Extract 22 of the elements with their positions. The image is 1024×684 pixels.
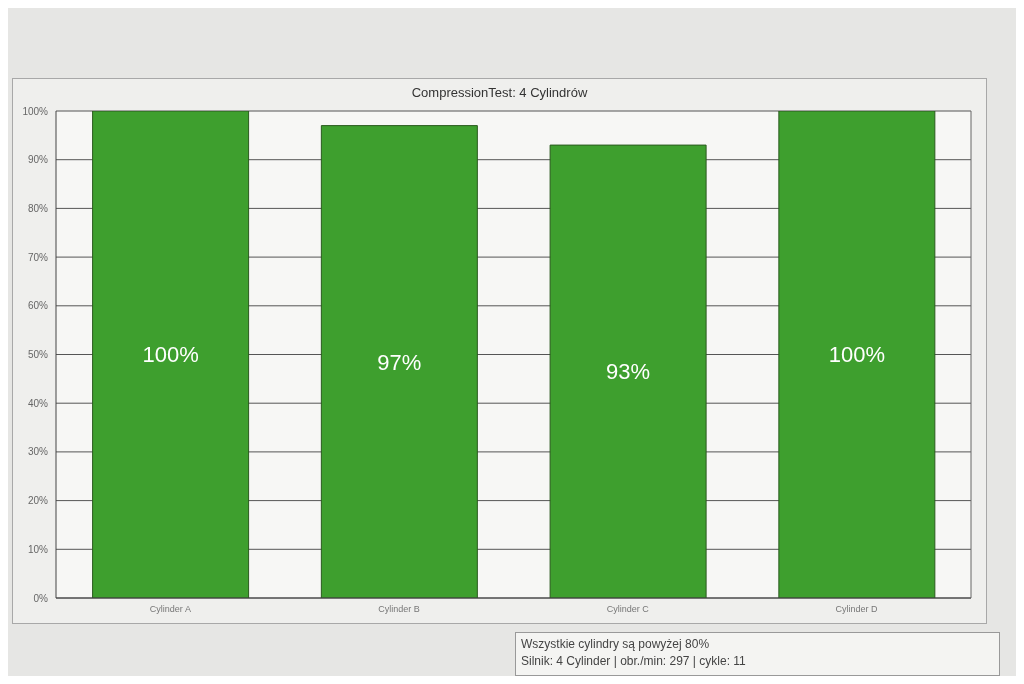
data-label: 97% — [377, 349, 422, 375]
y-tick-label: 10% — [27, 543, 49, 555]
y-tick-label: 0% — [33, 592, 49, 604]
y-tick-label: 20% — [27, 495, 49, 507]
data-label: 100% — [142, 342, 199, 368]
text: Silnik: 4 Cylinder | obr./min: 297 | cykle: 11 — [521, 653, 747, 670]
y-tick-label: 30% — [27, 446, 49, 458]
x-tick-label: Cylinder B — [378, 604, 420, 615]
data-label: 93% — [606, 359, 651, 385]
x-tick-label: Cylinder A — [149, 604, 191, 615]
y-tick-label: 60% — [27, 300, 49, 312]
y-tick-label: 80% — [27, 202, 49, 214]
x-tick-label: Cylinder C — [606, 604, 650, 615]
data-label: 100% — [828, 342, 885, 368]
text: Wszystkie cylindry są powyżej 80% — [521, 636, 711, 653]
chart-title: CompressionTest: 4 Cylindrów — [410, 85, 589, 100]
y-tick-label: 100% — [22, 105, 49, 117]
y-tick-label: 70% — [27, 251, 49, 263]
y-tick-label: 50% — [27, 349, 49, 361]
y-tick-label: 90% — [27, 154, 49, 166]
x-tick-label: Cylinder D — [835, 604, 879, 615]
y-tick-label: 40% — [27, 397, 49, 409]
